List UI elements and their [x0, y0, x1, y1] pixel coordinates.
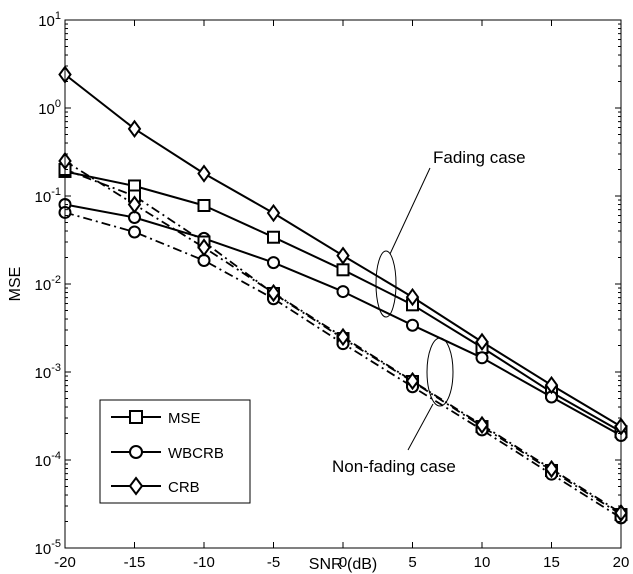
legend-label-wbcrb: WBCRB — [168, 445, 224, 462]
fading-annotation-ellipse — [375, 250, 397, 318]
plot-frame — [64, 19, 622, 549]
data-point-diamond — [197, 238, 211, 257]
data-point-diamond — [266, 203, 281, 223]
data-point-circle — [475, 351, 489, 365]
data-point-square — [197, 198, 211, 212]
nonfading-annotation-label: Non-fading case — [332, 457, 456, 476]
nonfading-annotation-ellipse — [426, 337, 454, 407]
legend-marker-diamond — [128, 476, 144, 496]
x-tick-label: 15 — [543, 554, 560, 571]
x-tick-label: 5 — [408, 554, 416, 571]
data-point-diamond — [405, 371, 420, 391]
x-tick-label: -10 — [193, 554, 215, 571]
fading-annotation-label: Fading case — [433, 148, 526, 167]
data-point-diamond — [544, 375, 559, 395]
x-tick-label: 20 — [613, 554, 630, 571]
nonfading-annotation-leader — [407, 403, 434, 451]
y-tick-label: 10-2 — [35, 274, 61, 294]
data-point-diamond — [266, 283, 281, 303]
legend: MSE WBCRB CRB — [99, 399, 251, 504]
data-point-diamond — [197, 164, 211, 183]
legend-label-crb: CRB — [168, 479, 200, 496]
legend-marker-circle — [129, 445, 143, 459]
legend-marker-square — [129, 410, 143, 424]
legend-label-mse: MSE — [168, 410, 201, 427]
data-point-diamond — [475, 415, 489, 435]
data-point-diamond — [405, 287, 420, 307]
plot-content — [58, 65, 628, 525]
data-point-diamond — [127, 195, 142, 214]
x-tick-label: 0 — [339, 554, 347, 571]
x-tick-label: -20 — [54, 554, 76, 571]
data-point-square — [336, 263, 350, 277]
fading-annotation-leader — [389, 167, 431, 255]
x-tick-label: -5 — [267, 554, 280, 571]
legend-entry-wbcrb: WBCRB — [111, 445, 224, 462]
data-point-diamond — [336, 246, 350, 265]
legend-entry-crb: CRB — [111, 476, 200, 496]
series-markers — [58, 65, 628, 525]
y-tick-label: 10-4 — [35, 450, 61, 470]
x-tick-label: -15 — [124, 554, 146, 571]
data-point-diamond — [475, 332, 489, 352]
data-point-square — [267, 230, 280, 244]
data-point-diamond — [336, 327, 350, 347]
series-line-fading-square — [64, 170, 622, 433]
y-axis-label: MSE — [7, 267, 24, 302]
data-point-circle — [406, 318, 419, 332]
nonfading-annotation: Non-fading case — [332, 337, 456, 476]
legend-entry-mse: MSE — [111, 410, 201, 427]
data-point-circle — [267, 256, 280, 270]
fading-annotation: Fading case — [375, 148, 526, 318]
y-tick-label: 10-5 — [35, 538, 61, 558]
data-point-circle — [336, 285, 350, 299]
data-point-diamond — [127, 119, 142, 139]
y-tick-label: 100 — [38, 98, 61, 118]
data-point-circle — [128, 225, 141, 239]
data-point-diamond — [544, 459, 559, 479]
y-tick-label: 10-1 — [35, 186, 61, 206]
x-axis-label: SNR (dB) — [309, 556, 377, 573]
x-tick-label: 10 — [474, 554, 491, 571]
y-tick-label: 101 — [38, 10, 61, 30]
y-tick-label: 10-3 — [35, 362, 61, 382]
